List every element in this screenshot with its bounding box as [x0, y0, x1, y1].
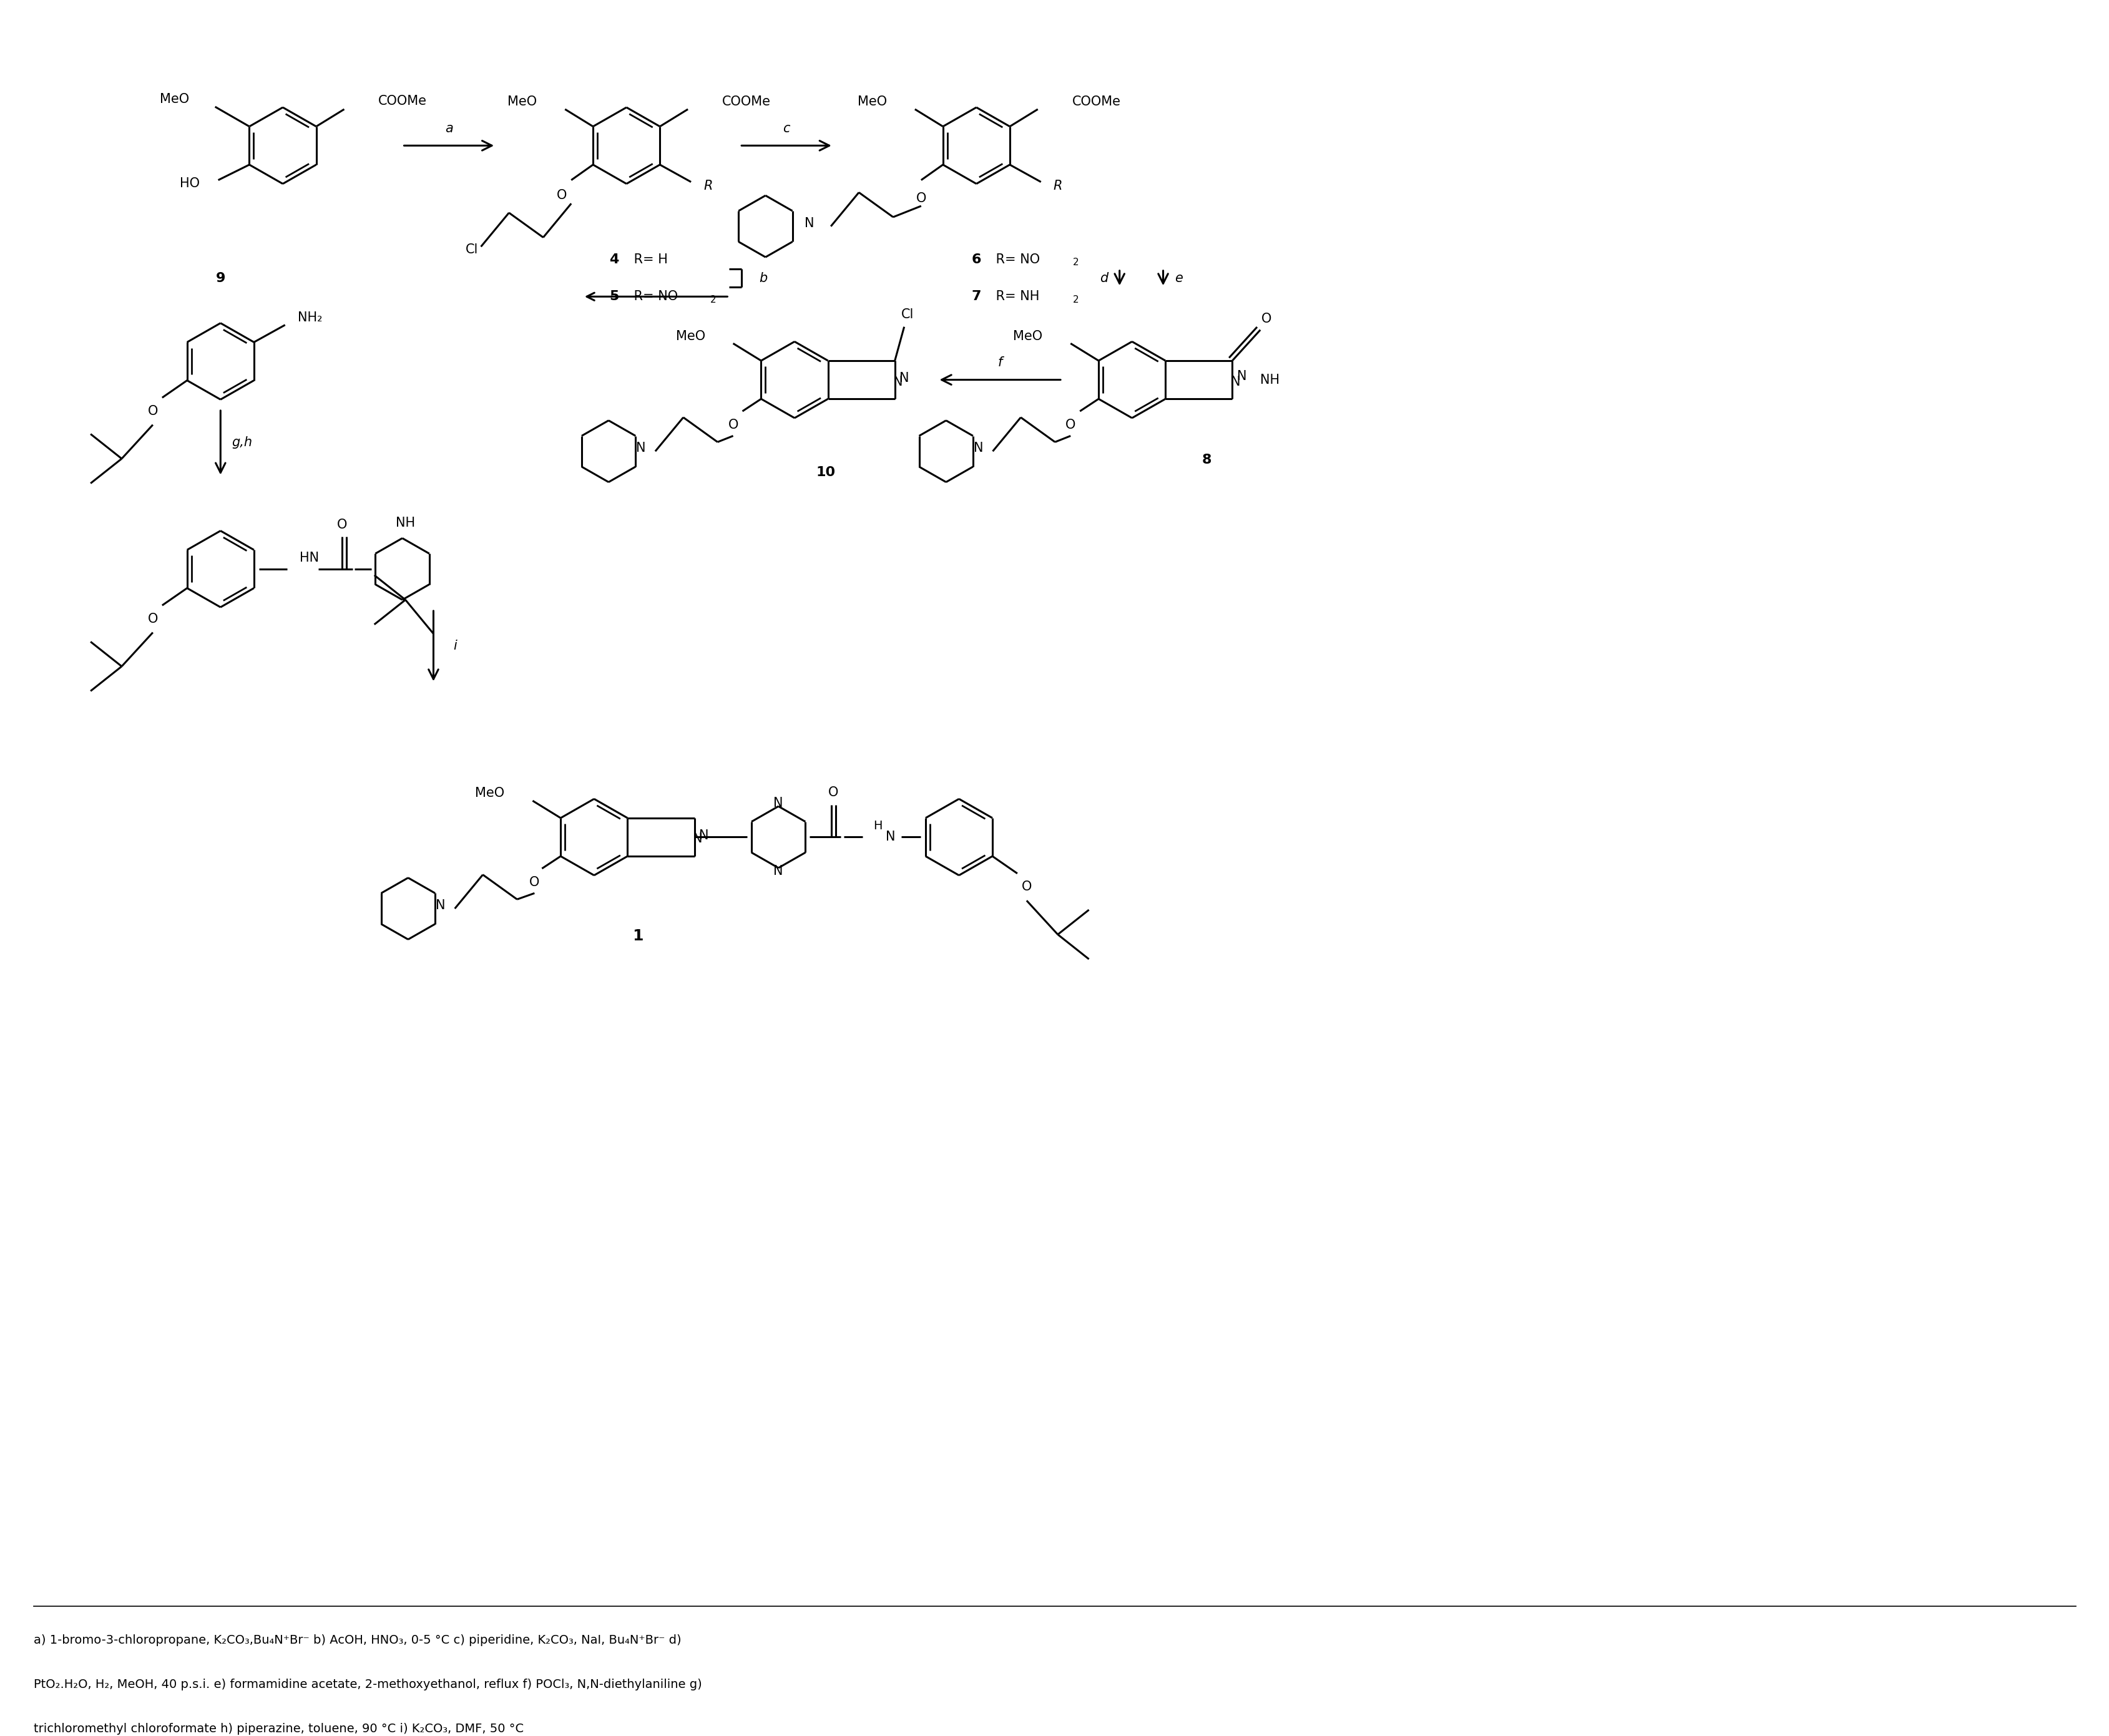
Text: R= NO: R= NO: [991, 253, 1040, 266]
Text: 1: 1: [633, 929, 643, 943]
Text: N: N: [898, 372, 909, 384]
Text: NH: NH: [396, 517, 415, 529]
Text: PtO₂.H₂O, H₂, MeOH, 40 p.s.i. e) formamidine acetate, 2-methoxyethanol, reflux f: PtO₂.H₂O, H₂, MeOH, 40 p.s.i. e) formami…: [34, 1679, 702, 1691]
Text: H: H: [873, 819, 882, 832]
Text: 9: 9: [215, 273, 226, 285]
Text: d: d: [1099, 273, 1107, 285]
Text: MeO: MeO: [160, 94, 190, 106]
Text: N: N: [437, 899, 445, 911]
Text: Cl: Cl: [901, 309, 913, 321]
Text: COOMe: COOMe: [721, 95, 770, 108]
Text: 6: 6: [972, 253, 981, 266]
Text: N: N: [1236, 370, 1246, 382]
Text: COOMe: COOMe: [378, 95, 426, 108]
Text: NH₂: NH₂: [297, 311, 323, 325]
Text: HO: HO: [179, 177, 200, 189]
Text: R= NO: R= NO: [628, 290, 677, 302]
Text: N: N: [774, 797, 782, 809]
Text: 4: 4: [610, 253, 618, 266]
Text: MeO: MeO: [475, 786, 504, 800]
Text: N: N: [1230, 375, 1240, 387]
Text: 7: 7: [972, 290, 981, 302]
Text: N: N: [637, 443, 645, 455]
Text: O: O: [337, 519, 348, 531]
Text: MeO: MeO: [508, 95, 538, 108]
Text: R: R: [702, 181, 713, 193]
Text: O: O: [915, 193, 926, 205]
Text: N: N: [698, 830, 709, 842]
Text: N: N: [692, 833, 702, 845]
Text: N: N: [804, 217, 814, 229]
Text: O: O: [148, 613, 158, 625]
Text: MeO: MeO: [675, 330, 704, 342]
Text: 2: 2: [711, 295, 717, 304]
Text: 10: 10: [816, 465, 835, 479]
Text: a: a: [445, 122, 453, 135]
Text: HN: HN: [299, 552, 318, 564]
Text: COOMe: COOMe: [1071, 95, 1120, 108]
Text: f: f: [998, 356, 1002, 368]
Text: O: O: [557, 189, 567, 201]
Text: R: R: [1052, 181, 1063, 193]
Text: MeO: MeO: [856, 95, 886, 108]
Text: Cl: Cl: [466, 243, 479, 255]
Text: O: O: [1261, 312, 1272, 325]
Text: c: c: [782, 122, 791, 135]
Text: 2: 2: [1073, 295, 1078, 304]
Text: e: e: [1175, 273, 1183, 285]
Text: O: O: [728, 418, 738, 431]
Text: N: N: [892, 375, 903, 387]
Text: g,h: g,h: [232, 436, 253, 450]
Text: 5: 5: [610, 290, 618, 302]
Text: 8: 8: [1202, 453, 1211, 467]
Text: NH: NH: [1259, 373, 1280, 385]
Text: R= H: R= H: [628, 253, 666, 266]
Text: O: O: [1065, 418, 1076, 431]
Text: N: N: [774, 865, 782, 877]
Text: MeO: MeO: [1012, 330, 1042, 342]
Text: N: N: [886, 832, 894, 844]
Text: trichloromethyl chloroformate h) piperazine, toluene, 90 °C i) K₂CO₃, DMF, 50 °C: trichloromethyl chloroformate h) piperaz…: [34, 1722, 523, 1734]
Text: O: O: [829, 786, 837, 799]
Text: a) 1-bromo-3-chloropropane, K₂CO₃,Bu₄N⁺Br⁻ b) AcOH, HNO₃, 0-5 °C c) piperidine, : a) 1-bromo-3-chloropropane, K₂CO₃,Bu₄N⁺B…: [34, 1634, 681, 1646]
Text: 2: 2: [1073, 259, 1078, 267]
Text: O: O: [148, 404, 158, 417]
Text: N: N: [974, 443, 983, 455]
Text: b: b: [759, 273, 768, 285]
Text: O: O: [529, 877, 540, 889]
Text: O: O: [1021, 880, 1031, 894]
Text: i: i: [453, 641, 458, 653]
Text: R= NH: R= NH: [991, 290, 1040, 302]
